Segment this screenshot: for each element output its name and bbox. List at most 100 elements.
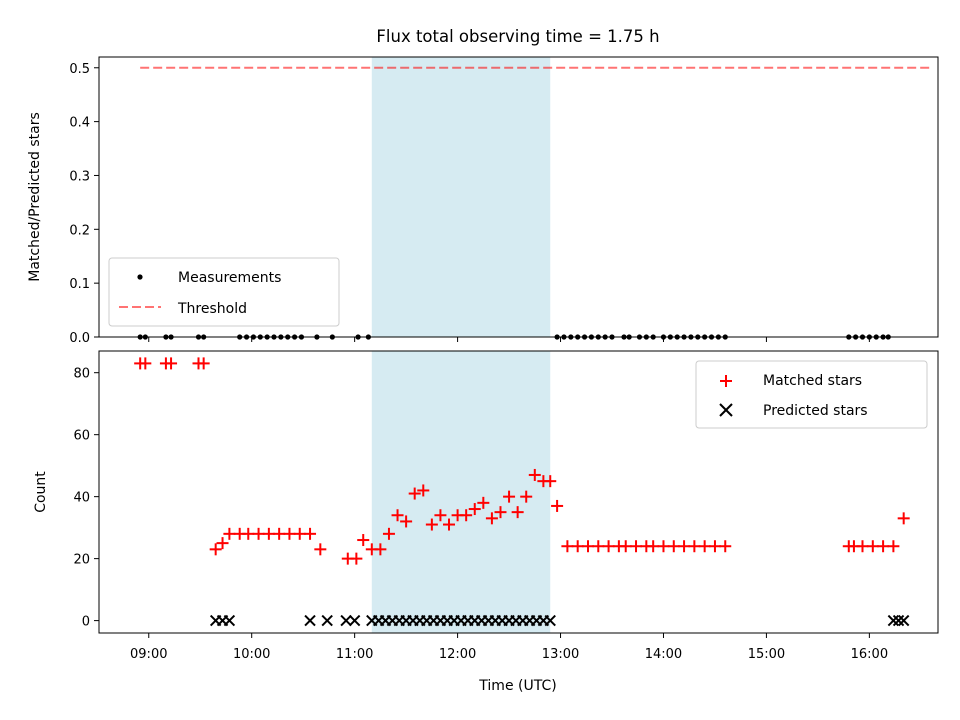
predicted-star-point [897,614,910,627]
predicted-star-point [887,614,900,627]
matched-star-point [667,540,680,553]
matched-star-point [468,503,481,516]
bottom-legend-box [695,360,928,429]
matched-star-point [551,499,564,512]
x-tick-label: 15:00 [748,647,785,662]
matched-star-point [657,540,670,553]
matched-star-point [242,527,255,540]
matched-star-point [485,512,498,525]
x-tick-label: 09:00 [130,647,167,662]
x-tick-label: 14:00 [645,647,682,662]
x-tick-label: 12:00 [439,647,476,662]
predicted-star-point [348,614,361,627]
legend-threshold-label: Threshold [177,301,247,317]
matched-star-point [262,527,275,540]
matched-star-point [223,527,236,540]
matched-star-point [374,543,387,556]
matched-star-point [382,527,395,540]
matched-star-point [592,540,605,553]
matched-star-point [708,540,721,553]
predicted-star-point [321,614,333,627]
x-tick-label: 16:00 [851,647,888,662]
matched-star-points [134,357,910,565]
matched-star-point [209,543,222,556]
top-legend: Measurements Threshold [108,257,340,327]
predicted-star-point [892,614,905,627]
matched-star-point [520,490,533,503]
predicted-star-points [209,614,910,627]
matched-star-point [678,540,691,553]
matched-star-point [400,515,413,528]
y-tick-label: 0.1 [69,277,90,292]
legend-matched-label: Matched stars [763,373,862,389]
matched-star-point [408,487,421,500]
top-x-ticks [148,337,870,342]
x-tick-label: 13:00 [542,647,579,662]
highlight-span-bottom [371,351,551,633]
highlight-span-top [371,57,551,337]
matched-star-point [434,509,447,522]
matched-star-point [581,540,594,553]
x-tick-label: 11:00 [336,647,373,662]
matched-star-point [417,484,430,497]
matched-star-point [314,543,327,556]
matched-star-point [197,357,210,370]
y-tick-label: 40 [73,491,90,506]
matched-star-point [630,540,643,553]
matched-star-point [561,540,574,553]
legend-matched-plus-icon [720,375,732,387]
legend-predicted-label: Predicted stars [763,403,868,419]
predicted-star-point [223,614,236,627]
top-y-axis-label: Matched/Predicted stars [27,112,43,282]
y-tick-label: 20 [73,553,90,568]
matched-star-point [856,540,869,553]
top-plot-frame [98,56,939,338]
matched-star-point [425,518,438,531]
matched-star-point [293,527,306,540]
matched-star-point [357,534,370,547]
matched-star-point [216,537,229,550]
predicted-star-point [544,614,556,627]
bottom-panel: 0 20 40 60 80 09:00 10:00 11:00 12:00 13:00 14:00… [33,350,939,694]
matched-star-point [503,490,516,503]
legend-predicted-x-icon [719,403,733,417]
y-tick-label: 0 [82,615,90,630]
matched-star-point [866,540,879,553]
matched-star-point [511,506,524,519]
matched-star-point [391,509,404,522]
predicted-star-point [340,614,352,627]
predicted-star-point [304,614,316,627]
matched-star-point [304,527,317,540]
chart-title: Flux total observing time = 1.75 h [376,27,659,46]
matched-star-point [528,468,541,481]
bottom-y-ticks: 0 20 40 60 80 [73,367,99,630]
matched-star-point [719,540,732,553]
matched-star-point [477,496,490,509]
bottom-y-axis-label: Count [33,471,49,513]
matched-star-point [647,540,660,553]
matched-star-point [139,357,152,370]
bottom-legend: Matched stars Predicted stars [695,360,928,429]
y-tick-label: 0.4 [69,116,90,131]
y-tick-label: 0.2 [69,223,90,238]
legend-measurement-dot-icon [137,274,143,280]
top-panel: 0.0 0.1 0.2 0.3 0.4 0.5 Matched/Predicted sta… [27,56,939,346]
legend-measurements-label: Measurements [178,270,281,286]
y-tick-label: 0.3 [69,169,90,184]
matched-star-point [698,540,711,553]
x-axis-label: Time (UTC) [478,678,556,694]
matched-star-point [602,540,615,553]
matched-star-point [897,512,910,525]
matched-star-point [619,540,632,553]
top-legend-box [108,257,340,327]
matched-star-point [443,518,456,531]
y-tick-label: 60 [73,429,90,444]
matched-star-point [544,475,557,488]
matched-star-point [494,506,507,519]
matched-star-point [252,527,265,540]
y-tick-label: 0.0 [69,331,90,346]
x-tick-label: 10:00 [233,647,270,662]
bottom-plot-frame [98,350,939,634]
matched-star-point [283,527,296,540]
